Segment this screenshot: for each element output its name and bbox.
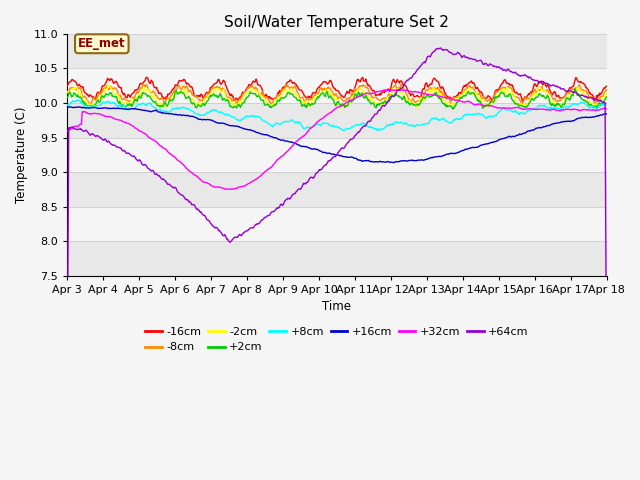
Bar bbox=[67, 241, 607, 276]
-8cm bbox=[403, 93, 411, 98]
-16cm bbox=[129, 91, 136, 96]
+32cm bbox=[226, 187, 234, 192]
Line: -16cm: -16cm bbox=[67, 77, 607, 102]
+16cm bbox=[63, 104, 71, 110]
-8cm bbox=[129, 95, 136, 101]
+64cm bbox=[184, 197, 191, 203]
-16cm bbox=[212, 80, 220, 85]
-8cm bbox=[63, 90, 71, 96]
+8cm bbox=[340, 128, 348, 133]
-8cm bbox=[591, 102, 599, 108]
Bar bbox=[67, 138, 607, 172]
+8cm bbox=[212, 108, 220, 113]
-2cm bbox=[337, 106, 344, 112]
+16cm bbox=[64, 104, 72, 110]
Bar bbox=[67, 207, 607, 241]
-8cm bbox=[397, 81, 405, 87]
+32cm bbox=[420, 91, 428, 96]
+2cm bbox=[403, 100, 410, 106]
-8cm bbox=[212, 85, 220, 91]
+32cm bbox=[184, 166, 191, 172]
+2cm bbox=[212, 92, 220, 98]
-8cm bbox=[73, 85, 81, 91]
Text: EE_met: EE_met bbox=[78, 37, 125, 50]
+32cm bbox=[63, 128, 71, 134]
Line: +64cm: +64cm bbox=[67, 48, 607, 394]
+8cm bbox=[603, 100, 611, 106]
+16cm bbox=[603, 111, 611, 117]
+64cm bbox=[403, 78, 410, 84]
Line: +32cm: +32cm bbox=[67, 90, 607, 190]
+2cm bbox=[572, 86, 579, 92]
+32cm bbox=[394, 87, 402, 93]
+2cm bbox=[418, 97, 426, 103]
+2cm bbox=[63, 95, 71, 100]
+2cm bbox=[184, 95, 191, 100]
-2cm bbox=[63, 89, 71, 95]
-16cm bbox=[63, 84, 71, 89]
+64cm bbox=[63, 391, 71, 396]
X-axis label: Time: Time bbox=[323, 300, 351, 313]
-8cm bbox=[603, 87, 611, 93]
+32cm bbox=[212, 184, 220, 190]
+8cm bbox=[420, 122, 428, 128]
Bar bbox=[67, 103, 607, 138]
+8cm bbox=[184, 106, 192, 112]
-16cm bbox=[603, 83, 611, 89]
+8cm bbox=[63, 102, 71, 108]
-16cm bbox=[143, 74, 150, 80]
+8cm bbox=[404, 121, 412, 127]
-16cm bbox=[419, 86, 427, 92]
-2cm bbox=[212, 86, 220, 92]
+16cm bbox=[390, 160, 397, 166]
-8cm bbox=[419, 94, 427, 100]
+16cm bbox=[404, 158, 412, 164]
+2cm bbox=[73, 94, 81, 99]
-2cm bbox=[104, 82, 112, 88]
Bar bbox=[67, 172, 607, 207]
-2cm bbox=[73, 85, 81, 91]
+32cm bbox=[129, 123, 136, 129]
Line: +2cm: +2cm bbox=[67, 89, 607, 109]
-16cm bbox=[403, 86, 411, 92]
+16cm bbox=[74, 104, 81, 110]
Title: Soil/Water Temperature Set 2: Soil/Water Temperature Set 2 bbox=[225, 15, 449, 30]
-2cm bbox=[420, 98, 428, 104]
-2cm bbox=[404, 97, 412, 103]
+64cm bbox=[129, 153, 136, 159]
+16cm bbox=[129, 106, 137, 112]
+16cm bbox=[420, 157, 428, 163]
Bar bbox=[67, 34, 607, 69]
+2cm bbox=[449, 106, 456, 112]
+16cm bbox=[212, 120, 220, 125]
-8cm bbox=[184, 84, 191, 90]
+32cm bbox=[73, 123, 81, 129]
+32cm bbox=[603, 106, 611, 112]
Line: -2cm: -2cm bbox=[67, 85, 607, 109]
+32cm bbox=[404, 88, 412, 94]
+2cm bbox=[603, 94, 611, 99]
-2cm bbox=[184, 91, 192, 97]
Y-axis label: Temperature (C): Temperature (C) bbox=[15, 107, 28, 203]
+64cm bbox=[603, 376, 611, 382]
Line: +16cm: +16cm bbox=[67, 107, 607, 163]
+2cm bbox=[129, 103, 136, 108]
-16cm bbox=[73, 82, 81, 87]
-16cm bbox=[518, 99, 526, 105]
+8cm bbox=[129, 107, 137, 112]
+8cm bbox=[73, 97, 81, 103]
-2cm bbox=[129, 98, 137, 104]
+8cm bbox=[74, 97, 81, 103]
+64cm bbox=[212, 225, 220, 230]
-16cm bbox=[184, 81, 192, 86]
Line: -8cm: -8cm bbox=[67, 84, 607, 105]
+64cm bbox=[73, 126, 81, 132]
+16cm bbox=[184, 112, 192, 118]
-2cm bbox=[603, 89, 611, 95]
Bar bbox=[67, 69, 607, 103]
+64cm bbox=[418, 61, 426, 67]
Line: +8cm: +8cm bbox=[67, 100, 607, 131]
+64cm bbox=[437, 45, 445, 51]
Legend: -16cm, -8cm, -2cm, +2cm, +8cm, +16cm, +32cm, +64cm: -16cm, -8cm, -2cm, +2cm, +8cm, +16cm, +3… bbox=[141, 323, 533, 357]
